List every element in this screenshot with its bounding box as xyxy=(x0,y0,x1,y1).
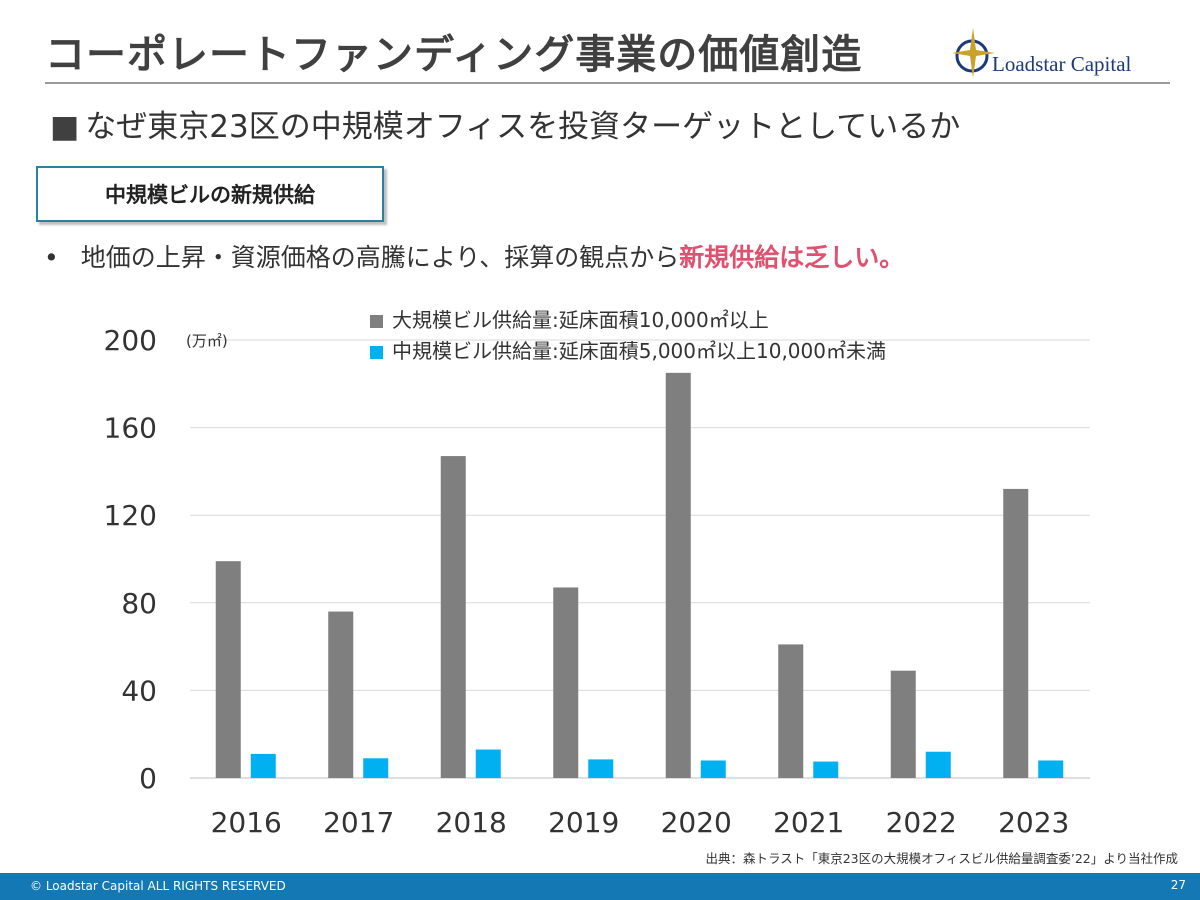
bar-large xyxy=(553,587,579,778)
bar-large xyxy=(328,611,354,778)
x-tick-label: 2022 xyxy=(886,806,957,839)
bar-medium xyxy=(700,760,726,778)
bar-medium xyxy=(250,753,276,778)
bar-medium xyxy=(1038,760,1064,778)
x-tick-label: 2020 xyxy=(661,806,732,839)
subtitle-text: なぜ東京23区の中規模オフィスを投資ターゲットとしているか xyxy=(85,109,961,145)
page-title: コーポレートファンディング事業の価値創造 xyxy=(45,32,863,78)
source-note: 出典：森トラスト「東京23区の大規模オフィスビル供給量調査委’22」より当社作成 xyxy=(705,851,1178,866)
supply-bar-chart: 0 40 80 120 160 200 (万㎡) 2016 2017 2018 2019 2020 20… xyxy=(104,308,1090,839)
bar-large xyxy=(440,456,466,778)
bullet-text: 地価の上昇・資源価格の高騰により、採算の観点から xyxy=(80,243,680,272)
bar-medium xyxy=(925,751,951,778)
company-logo: Loadstar Capital xyxy=(940,22,1175,80)
bar-medium xyxy=(588,759,614,778)
legend-swatch-medium xyxy=(370,346,383,359)
y-tick-label: 160 xyxy=(104,412,157,445)
y-tick-label: 80 xyxy=(121,587,157,620)
logo-text: Loadstar Capital xyxy=(992,52,1132,76)
bar-medium xyxy=(363,758,389,778)
y-tick-label: 0 xyxy=(139,762,157,795)
title-divider xyxy=(45,82,1170,84)
x-tick-label: 2016 xyxy=(211,806,282,839)
x-tick-label: 2018 xyxy=(436,806,507,839)
legend-label-large: 大規模ビル供給量:延床面積10,000㎡以上 xyxy=(392,308,769,332)
y-tick-label: 120 xyxy=(104,499,157,532)
star-logo-icon xyxy=(952,28,995,78)
bar-large xyxy=(778,644,804,778)
square-bullet-icon: ■ xyxy=(50,109,80,145)
y-tick-label: 200 xyxy=(104,324,157,357)
footer-copyright: © Loadstar Capital ALL RIGHTS RESERVED xyxy=(30,879,286,893)
bar-large xyxy=(890,670,916,778)
legend-label-medium: 中規模ビル供給量:延床面積5,000㎡以上10,000㎡未満 xyxy=(392,339,886,363)
section-label: 中規模ビルの新規供給 xyxy=(36,166,384,222)
x-tick-label: 2019 xyxy=(548,806,619,839)
page-number: 27 xyxy=(1170,878,1186,892)
bullet-dot-icon: • xyxy=(44,243,59,272)
subtitle: ■ なぜ東京23区の中規模オフィスを投資ターゲットとしているか xyxy=(50,101,960,146)
y-axis-label: (万㎡) xyxy=(186,332,228,350)
x-tick-label: 2023 xyxy=(998,806,1069,839)
bullet-highlight: 新規供給は乏しい。 xyxy=(679,243,905,272)
y-tick-label: 40 xyxy=(121,674,157,707)
bar-medium xyxy=(475,749,501,778)
x-tick-label: 2021 xyxy=(773,806,844,839)
x-tick-label: 2017 xyxy=(323,806,394,839)
legend-swatch-large xyxy=(370,315,383,328)
bar-large xyxy=(665,372,691,778)
bullet-point: • 地価の上昇・資源価格の高騰により、採算の観点から新規供給は乏しい。 xyxy=(44,238,904,274)
bar-large xyxy=(1003,488,1029,778)
bar-large xyxy=(215,561,241,778)
footer-bar: © Loadstar Capital ALL RIGHTS RESERVED 2… xyxy=(0,873,1200,900)
bar-medium xyxy=(813,761,839,778)
